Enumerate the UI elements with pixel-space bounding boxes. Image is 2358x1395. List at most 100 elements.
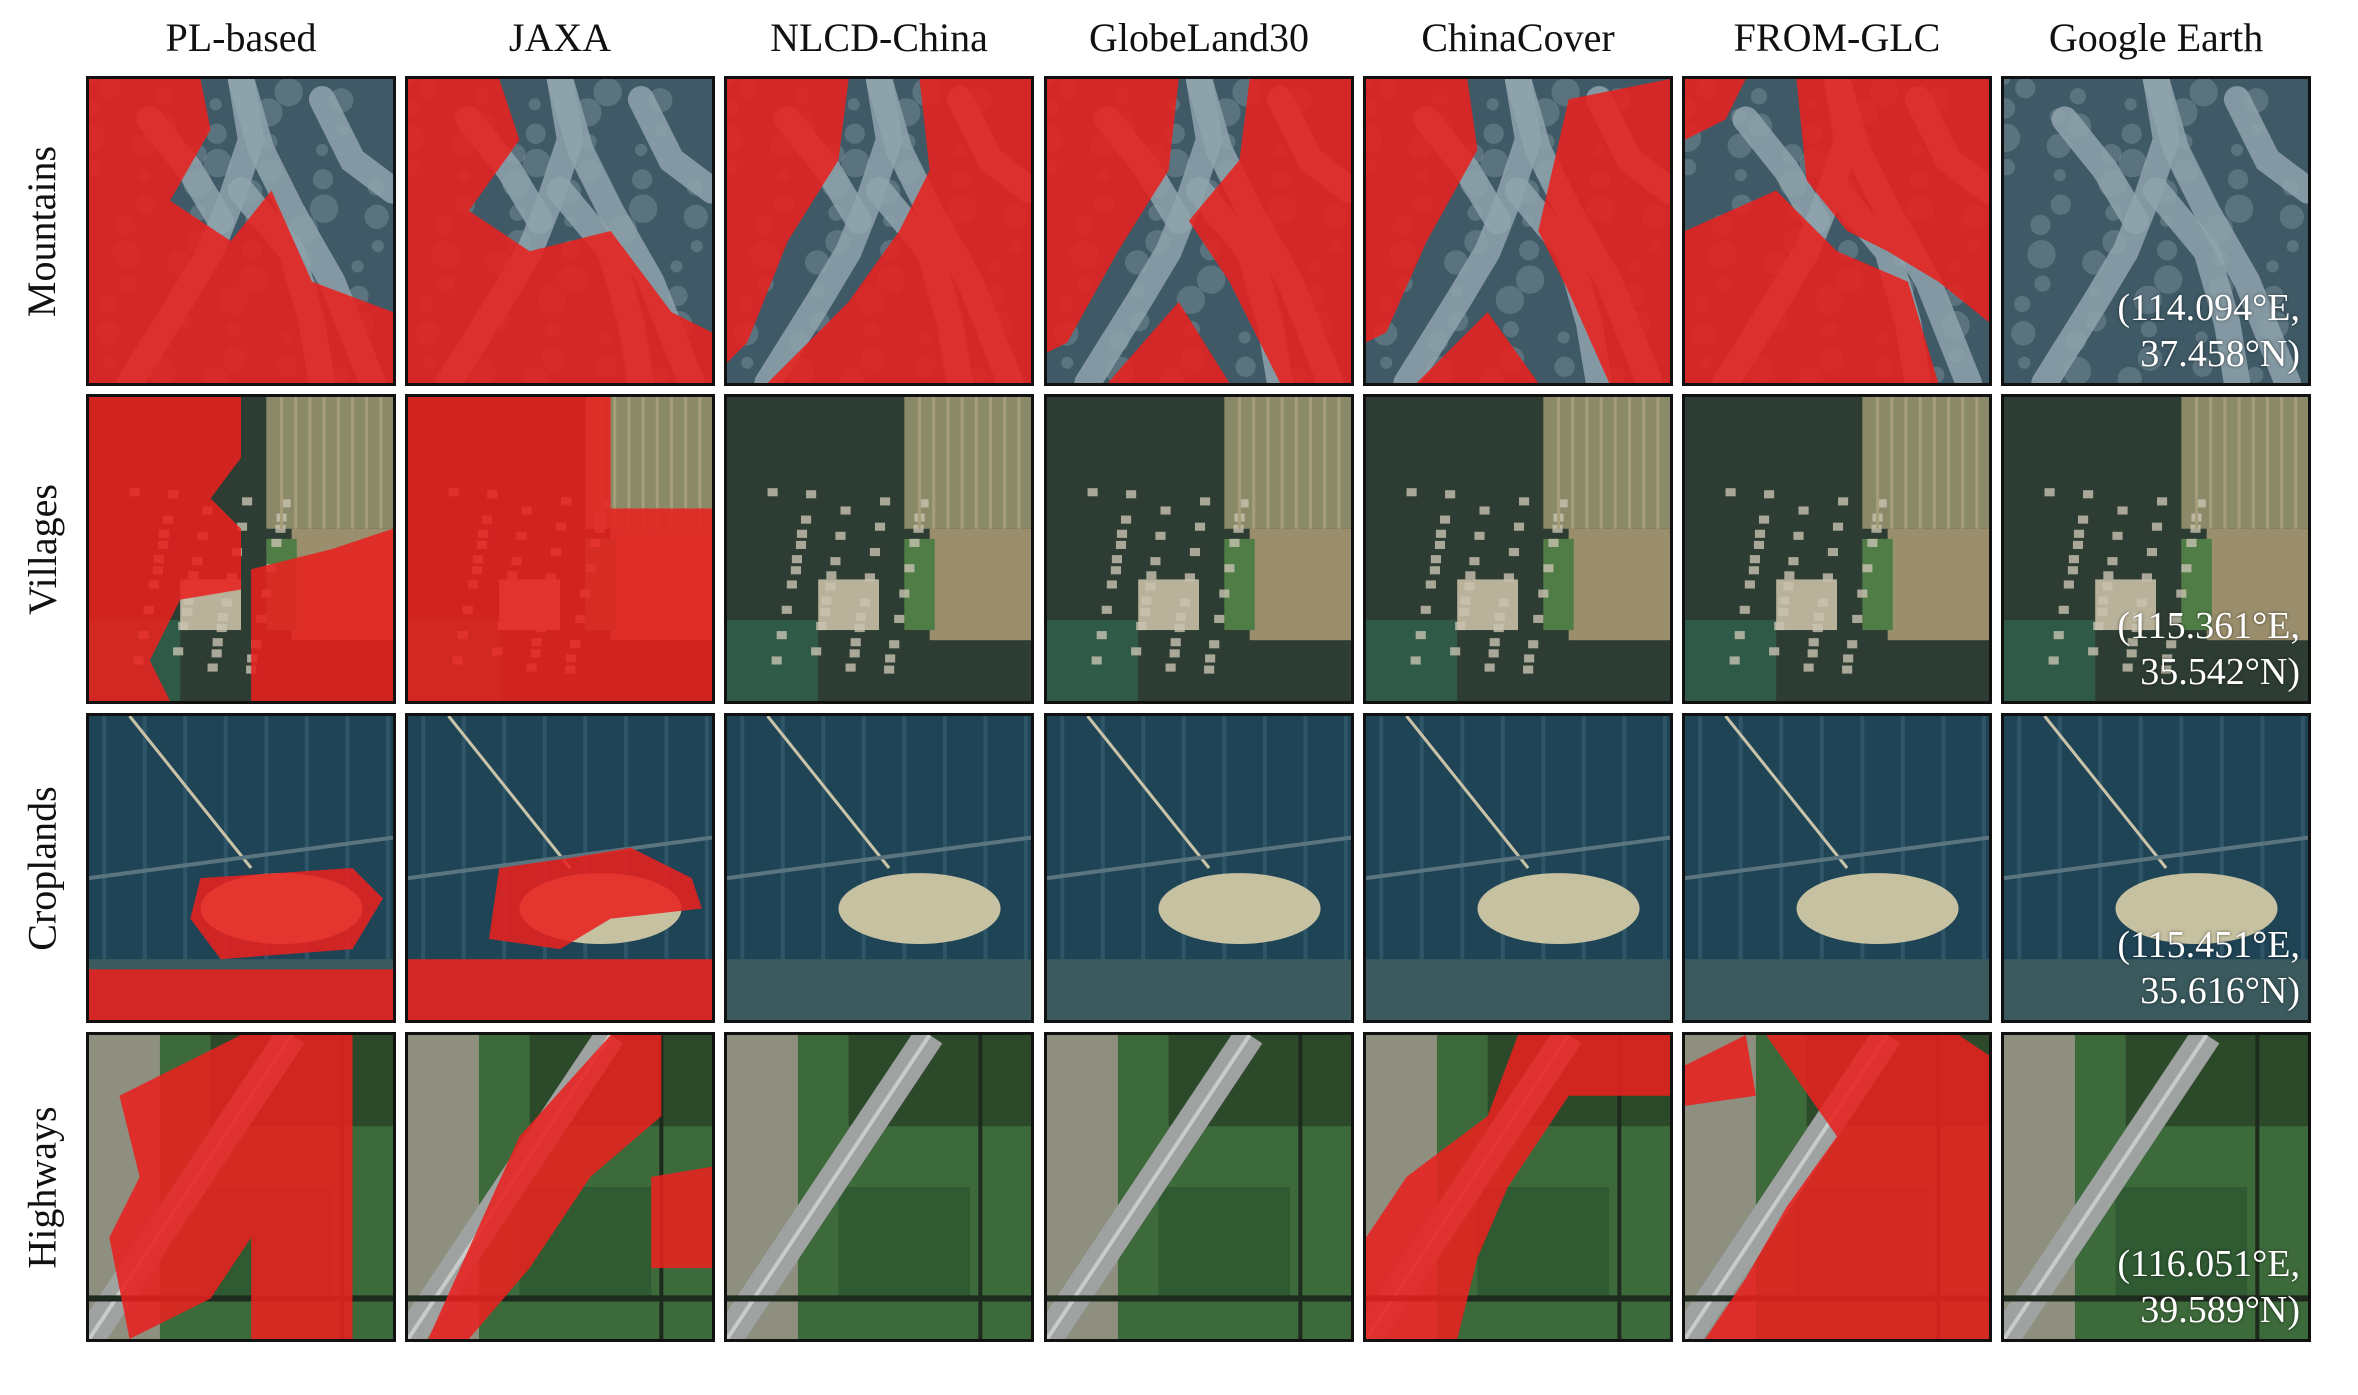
classification-mask [651,1166,712,1269]
row-label: Croplands [19,785,65,951]
satellite-image [2004,397,2308,701]
latitude-text: 39.589°N) [2140,1289,2300,1331]
satellite-image [1366,79,1670,383]
coordinate-label: (115.451°E, 35.616°N) [2117,922,2300,1014]
satellite-image [1685,397,1989,701]
satellite-image [727,716,1031,1020]
classification-mask [428,1035,662,1339]
satellite-image [1366,397,1670,701]
map-tile [724,1032,1034,1342]
row-label-container: Villages [0,394,84,704]
column-header: NLCD-China [770,15,988,60]
map-tile [1682,76,1992,386]
satellite-image [408,79,712,383]
latitude-text: 35.542°N) [2140,651,2300,693]
classification-mask [1416,312,1539,383]
classification-mask [1685,1035,1756,1106]
satellite-image [89,1035,393,1339]
row-label: Villages [19,483,65,615]
latitude-text: 35.616°N) [2140,970,2300,1012]
classification-mask [1538,79,1670,383]
satellite-image [408,1035,712,1339]
map-tile [1044,394,1354,704]
classification-mask [89,969,393,1020]
classification-mask [190,868,383,960]
row-label-container: Mountains [0,76,84,386]
classification-mask [89,397,241,701]
map-tile [1363,76,1673,386]
classification-mask [408,397,712,701]
map-tile [86,394,396,704]
longitude-text: (114.094°E, [2117,287,2300,329]
map-tile [724,76,1034,386]
satellite-image [1366,1035,1670,1339]
column-header: GlobeLand30 [1089,15,1309,60]
map-tile [86,1032,396,1342]
coordinate-label: (115.361°E, 35.542°N) [2117,603,2300,695]
row-label: Mountains [19,145,65,317]
satellite-image [727,1035,1031,1339]
classification-mask [89,79,393,383]
map-tile [86,76,396,386]
map-tile: (115.451°E, 35.616°N) [2001,713,2311,1023]
classification-mask [408,79,712,383]
map-tile [1363,1032,1673,1342]
map-tile [1682,1032,1992,1342]
longitude-text: (115.361°E, [2117,605,2300,647]
map-tile [405,394,715,704]
satellite-image [1047,79,1351,383]
map-tile [1044,1032,1354,1342]
row-label-container: Highways [0,1032,84,1342]
satellite-image [408,397,712,701]
classification-mask [1705,1035,1989,1339]
coordinate-label: (114.094°E, 37.458°N) [2117,285,2300,377]
satellite-image [1685,1035,1989,1339]
map-tile [1682,713,1992,1023]
map-tile [86,713,396,1023]
satellite-image [1685,716,1989,1020]
satellite-image [727,397,1031,701]
map-tile [724,713,1034,1023]
satellite-image [408,716,712,1020]
latitude-text: 37.458°N) [2140,333,2300,375]
satellite-image [89,79,393,383]
column-header: Google Earth [2048,15,2264,60]
map-tile [1363,394,1673,704]
map-tile [405,1032,715,1342]
map-tile [405,76,715,386]
satellite-image [727,79,1031,383]
map-tile: (114.094°E, 37.458°N) [2001,76,2311,386]
map-tile: (116.051°E, 39.589°N) [2001,1032,2311,1342]
classification-mask [1047,79,1179,353]
longitude-text: (116.051°E, [2117,1243,2300,1285]
satellite-image [89,397,393,701]
satellite-image [2004,1035,2308,1339]
row-label-container: Croplands [0,713,84,1023]
satellite-image [1685,79,1989,383]
column-header: JAXA [508,15,612,60]
map-tile [1363,713,1673,1023]
satellite-image [2004,79,2308,383]
map-tile [1044,713,1354,1023]
satellite-image [1047,716,1351,1020]
satellite-image [1047,1035,1351,1339]
satellite-image [1047,397,1351,701]
classification-mask [767,79,1031,383]
classification-mask [1685,79,1746,140]
classification-mask [1107,301,1230,383]
classification-mask [727,79,849,363]
column-header: FROM-GLC [1733,15,1941,60]
map-tile: (115.361°E, 35.542°N) [2001,394,2311,704]
map-tile [1044,76,1354,386]
classification-mask [251,528,393,701]
row-label: Highways [19,1105,65,1269]
map-tile [1682,394,1992,704]
classification-mask [489,847,702,950]
classification-mask [1188,79,1351,383]
satellite-image [1366,716,1670,1020]
map-tile [724,394,1034,704]
classification-mask [1366,1035,1670,1339]
satellite-image [2004,716,2308,1020]
column-header: ChinaCover [1421,15,1615,60]
map-tile [405,713,715,1023]
